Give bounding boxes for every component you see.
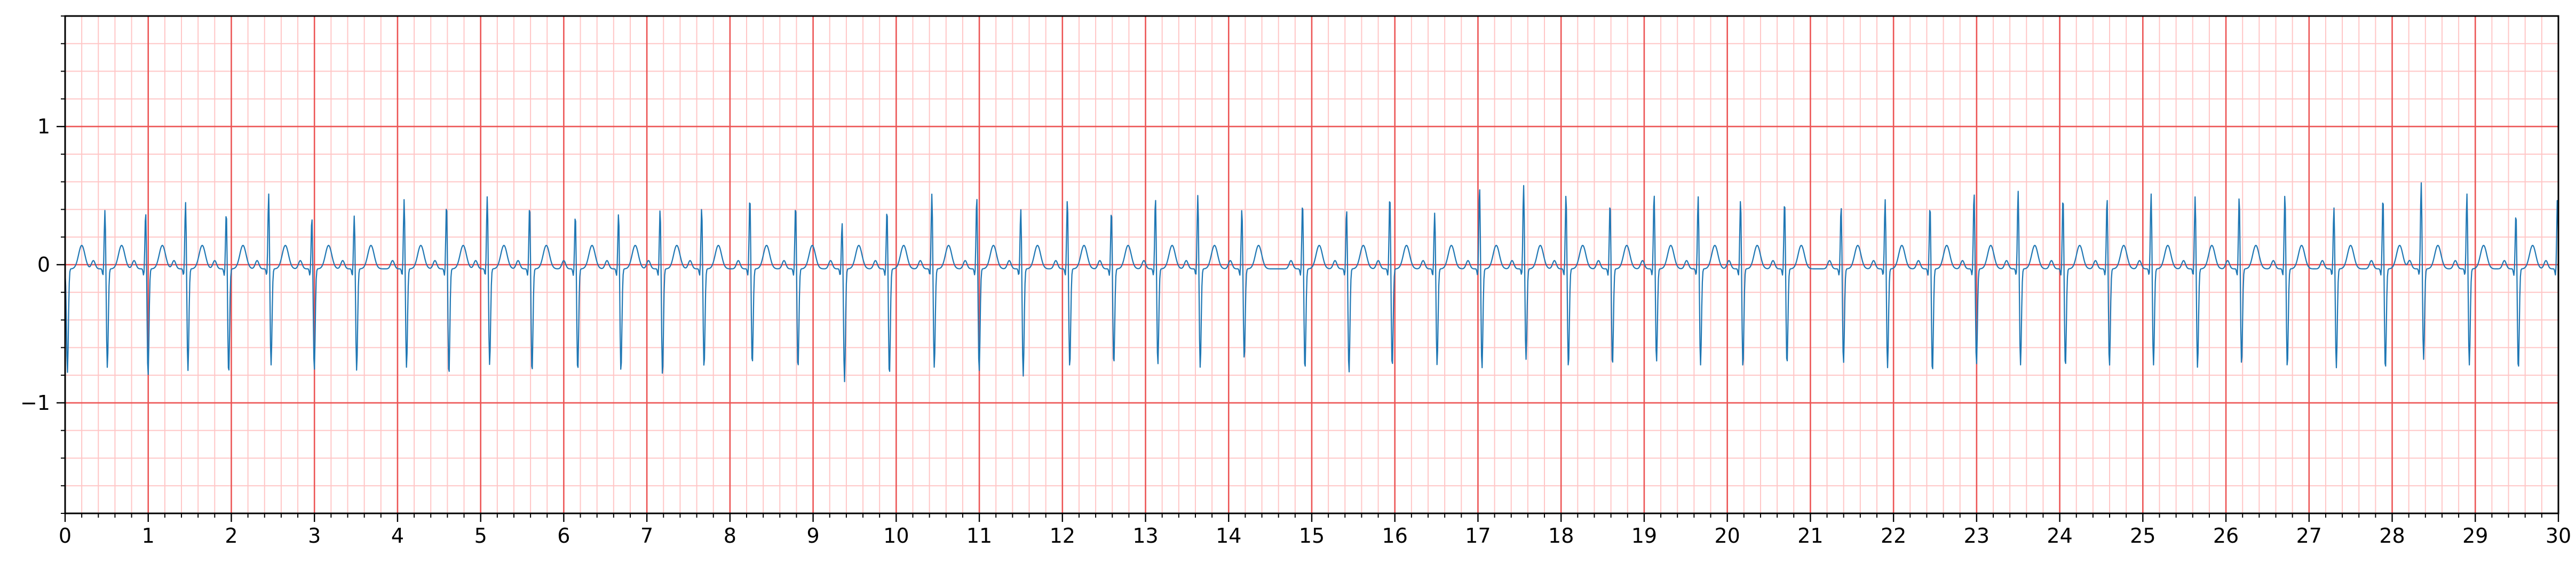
ecg-trace	[64, 182, 2559, 383]
y-tick-label: −1	[20, 391, 50, 415]
x-tick-label: 26	[2213, 524, 2239, 548]
x-tick-label: 25	[2130, 524, 2155, 548]
x-tick-label: 29	[2462, 524, 2488, 548]
x-tick-label: 27	[2296, 524, 2322, 548]
x-tick-label: 28	[2379, 524, 2405, 548]
x-axis: 0 1 2 3 4 5 6 7 8 9 10 11 12 13 14 15 16 17 18 19 20 21 22 23 24…	[59, 513, 2571, 548]
x-tick-label: 15	[1299, 524, 1325, 548]
x-tick-label: 4	[391, 524, 404, 548]
x-tick-label: 20	[1714, 524, 1740, 548]
x-tick-label: 17	[1465, 524, 1491, 548]
y-tick-label: 0	[37, 253, 50, 276]
x-tick-label: 19	[1631, 524, 1657, 548]
x-tick-label: 14	[1216, 524, 1241, 548]
x-tick-label: 16	[1382, 524, 1408, 548]
x-tick-label: 12	[1050, 524, 1075, 548]
x-tick-label: 22	[1881, 524, 1906, 548]
x-tick-label: 23	[1964, 524, 1990, 548]
x-tick-label: 0	[59, 524, 72, 548]
x-tick-label: 11	[966, 524, 992, 548]
y-axis: 1 0 −1	[20, 15, 65, 514]
x-tick-label: 1	[142, 524, 155, 548]
x-tick-label: 3	[308, 524, 321, 548]
x-tick-label: 30	[2546, 524, 2571, 548]
x-tick-label: 5	[474, 524, 487, 548]
x-tick-label: 18	[1548, 524, 1574, 548]
x-tick-label: 13	[1132, 524, 1158, 548]
y-tick-label: 1	[37, 115, 50, 138]
x-tick-label: 7	[640, 524, 653, 548]
x-tick-label: 10	[883, 524, 909, 548]
x-tick-label: 8	[724, 524, 736, 548]
x-tick-label: 9	[807, 524, 820, 548]
x-tick-label: 21	[1797, 524, 1823, 548]
x-tick-label: 24	[2047, 524, 2072, 548]
x-tick-label: 2	[225, 524, 237, 548]
x-tick-label: 6	[557, 524, 570, 548]
